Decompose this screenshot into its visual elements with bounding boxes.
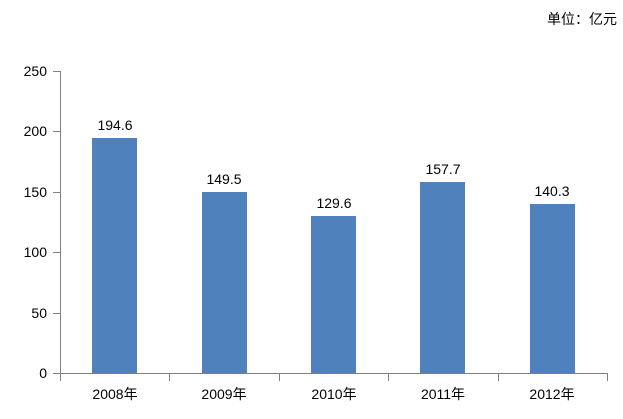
x-axis-line xyxy=(60,373,608,374)
x-tick xyxy=(497,374,499,381)
y-tick-label: 0 xyxy=(39,365,47,381)
x-tick xyxy=(278,374,280,381)
x-axis-label: 2009年 xyxy=(201,386,247,402)
y-tick xyxy=(53,252,60,254)
y-tick xyxy=(53,373,60,374)
bar xyxy=(530,204,575,373)
bar xyxy=(202,192,247,373)
bar xyxy=(92,138,137,373)
x-axis-label: 2012年 xyxy=(529,386,575,402)
y-tick-label: 150 xyxy=(23,183,47,200)
y-axis-line xyxy=(60,71,61,374)
bar-value-label: 129.6 xyxy=(316,195,352,211)
bar-value-label: 194.6 xyxy=(97,117,133,133)
x-tick xyxy=(388,374,390,381)
y-tick-label: 50 xyxy=(31,304,47,321)
y-tick-label: 200 xyxy=(23,123,47,140)
bar-value-label: 157.7 xyxy=(425,161,461,177)
x-axis-label: 2011年 xyxy=(420,386,466,402)
bar-value-label: 140.3 xyxy=(534,183,570,199)
bar xyxy=(311,216,356,373)
y-tick xyxy=(53,312,60,314)
x-tick xyxy=(60,374,61,381)
bar-value-label: 149.5 xyxy=(206,171,242,187)
bar xyxy=(420,182,465,373)
x-axis-label: 2010年 xyxy=(311,386,357,402)
unit-label: 单位：亿元 xyxy=(547,11,617,27)
y-tick xyxy=(53,191,60,193)
y-tick-label: 250 xyxy=(23,63,47,79)
y-tick xyxy=(53,131,60,133)
x-tick xyxy=(169,374,171,381)
y-tick-label: 100 xyxy=(23,244,47,261)
y-tick xyxy=(53,71,60,72)
x-axis-label: 2008年 xyxy=(92,386,138,402)
x-tick xyxy=(607,374,608,381)
